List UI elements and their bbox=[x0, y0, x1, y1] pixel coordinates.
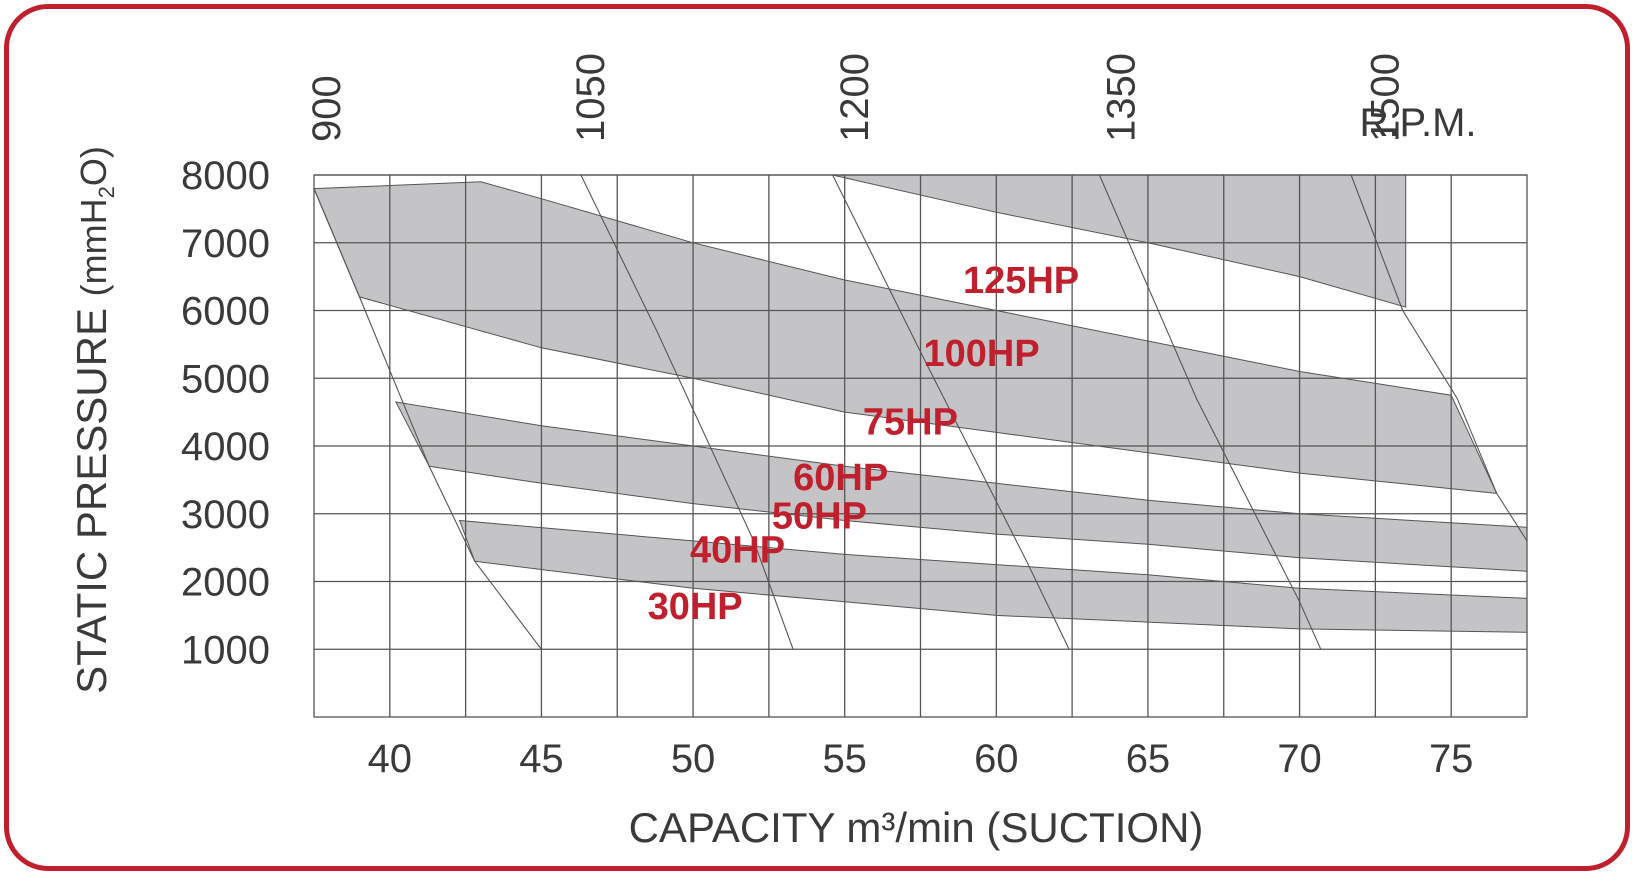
x-tick-label: 50 bbox=[671, 737, 716, 781]
x-tick-label: 75 bbox=[1429, 737, 1474, 781]
x-axis-label: CAPACITY m³/min (SUCTION) bbox=[629, 804, 1204, 851]
rpm-label: R.P.M. bbox=[1359, 101, 1476, 145]
hp-band-4 bbox=[832, 174, 1407, 308]
hp-label: 100HP bbox=[924, 333, 1040, 375]
rpm-curve-1350 bbox=[1098, 174, 1322, 650]
chart-frame bbox=[4, 4, 1630, 871]
rpm-tick-label: 1200 bbox=[833, 53, 877, 142]
text-labels: 900 1050 1200 1350 1500 40 45 50 55 60 65 70 75 1000 2… bbox=[181, 53, 1473, 781]
hp-label: 50HP bbox=[772, 496, 867, 538]
hp-bands bbox=[313, 174, 1528, 633]
x-tick-label: 60 bbox=[974, 737, 1019, 781]
rpm-tick-label: 900 bbox=[305, 75, 349, 142]
rpm-tick-label: 1350 bbox=[1100, 53, 1144, 142]
hp-label: 75HP bbox=[863, 401, 958, 443]
y-axis-label-main: STATIC PRESSURE bbox=[68, 308, 115, 694]
rpm-curve-1500 bbox=[1350, 174, 1528, 542]
hp-label: 125HP bbox=[963, 260, 1079, 302]
x-tick-label: 40 bbox=[368, 737, 413, 781]
y-tick-label: 1000 bbox=[181, 628, 270, 672]
y-axis-label: STATIC PRESSURE (mmH2O) bbox=[68, 146, 119, 694]
rpm-curves bbox=[313, 174, 1528, 650]
y-tick-label: 4000 bbox=[181, 425, 270, 469]
y-tick-label: 3000 bbox=[181, 493, 270, 537]
rpm-curve-1200 bbox=[832, 174, 1070, 650]
rpm-curve-1050 bbox=[580, 174, 794, 650]
x-tick-label: 45 bbox=[519, 737, 564, 781]
rpm-curve-900 bbox=[313, 188, 542, 650]
y-tick-label: 6000 bbox=[181, 290, 270, 334]
hp-label: 60HP bbox=[793, 457, 888, 499]
y-axis-label-end: O) bbox=[73, 146, 114, 186]
y-tick-label: 2000 bbox=[181, 561, 270, 605]
hp-label: 30HP bbox=[648, 586, 743, 628]
y-axis-label-sub: 2 bbox=[94, 186, 119, 198]
x-tick-label: 55 bbox=[822, 737, 867, 781]
grid-lines bbox=[313, 174, 1528, 718]
y-tick-label: 8000 bbox=[181, 154, 270, 198]
hp-label: 40HP bbox=[690, 530, 785, 572]
y-tick-label: 7000 bbox=[181, 222, 270, 266]
rpm-tick-label: 1500 bbox=[1363, 53, 1407, 142]
x-tick-label: 65 bbox=[1126, 737, 1171, 781]
plot-border bbox=[313, 174, 1528, 718]
x-tick-label: 70 bbox=[1277, 737, 1322, 781]
y-tick-label: 5000 bbox=[181, 357, 270, 401]
y-axis-label-unit: (mmH bbox=[73, 198, 114, 296]
rpm-tick-label: 1050 bbox=[569, 53, 613, 142]
